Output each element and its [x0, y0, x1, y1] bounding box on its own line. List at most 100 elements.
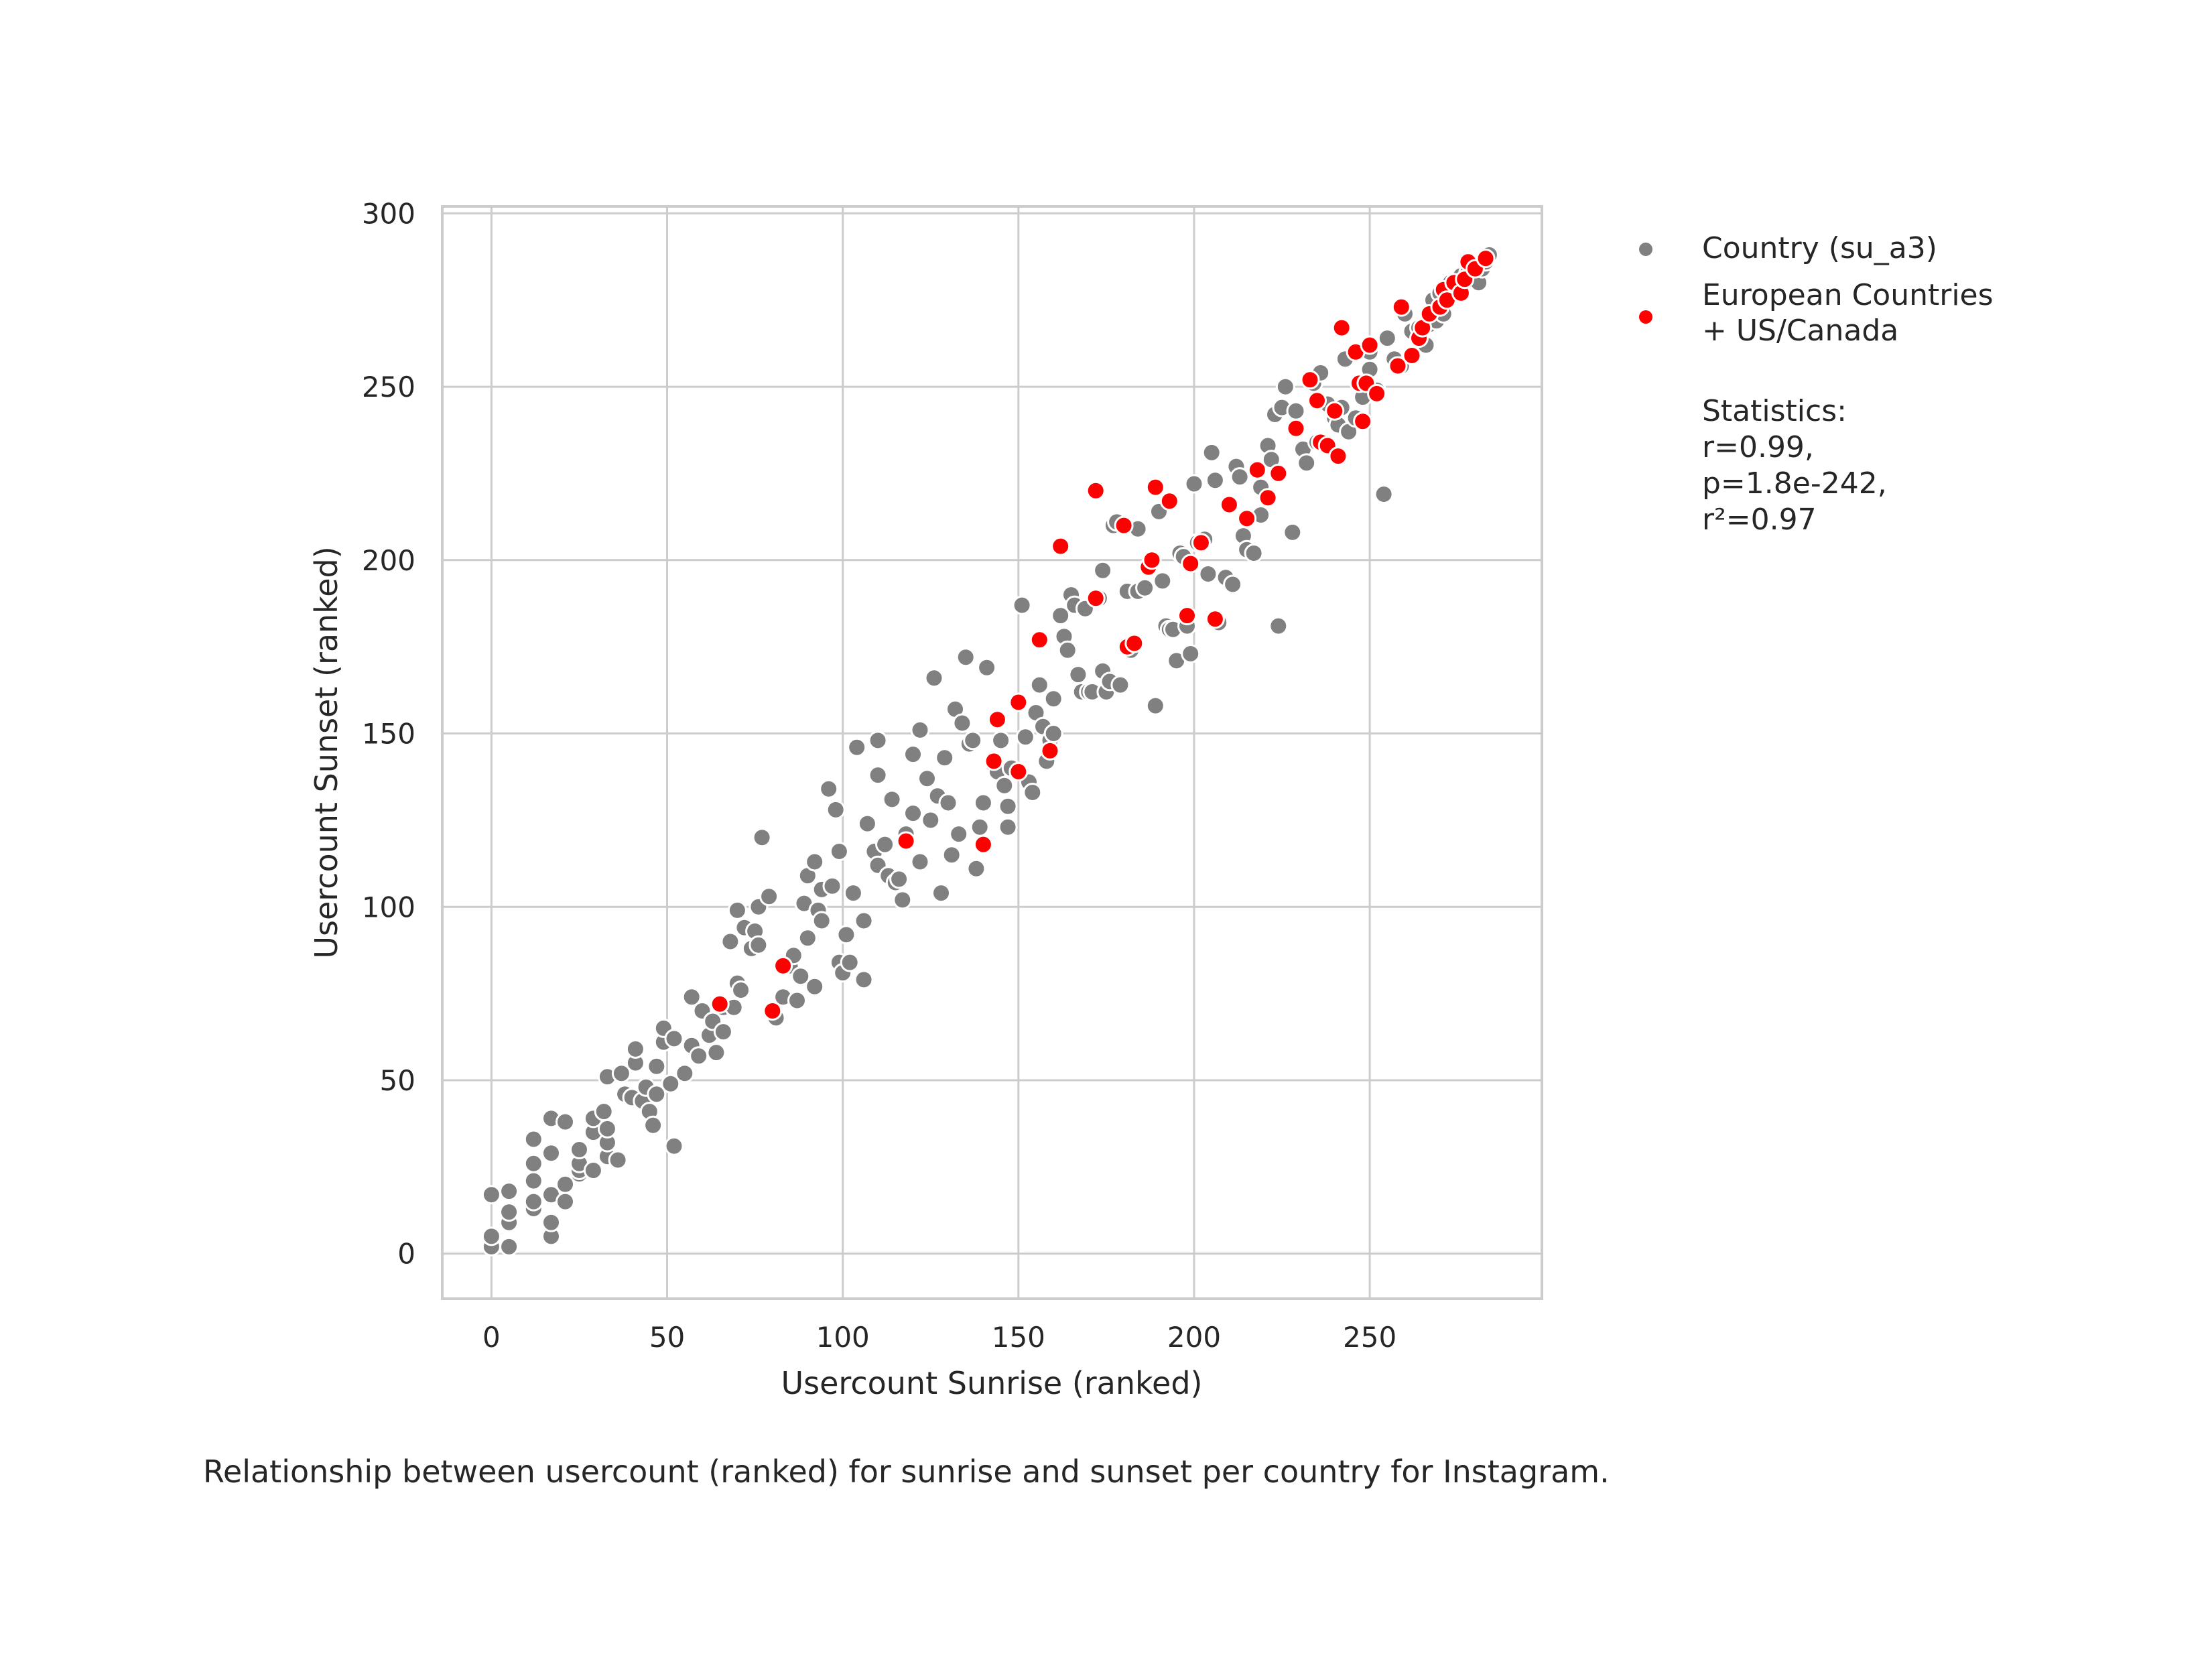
country-point: [935, 748, 955, 768]
country-point: [1297, 453, 1317, 473]
legend-marker-european: [1639, 310, 1652, 324]
country-point: [811, 911, 832, 931]
statistics-r2: r²=0.97: [1702, 503, 1817, 537]
european-point: [773, 956, 793, 976]
plot-frame: [441, 205, 1543, 1300]
figure-caption: Relationship between usercount (ranked) …: [203, 1454, 1610, 1490]
european-point: [1145, 477, 1165, 497]
legend-label-line: + US/Canada: [1702, 314, 1898, 348]
country-point: [664, 1029, 684, 1049]
country-point: [854, 970, 874, 990]
european-point: [1286, 418, 1306, 438]
country-point: [921, 810, 941, 830]
european-point: [1247, 460, 1267, 480]
country-point: [1205, 470, 1225, 491]
european-point: [1331, 318, 1352, 338]
legend: Country (su_a3) European Countries + US/C…: [1639, 231, 1994, 537]
y-tick-label: 300: [362, 197, 415, 230]
country-point: [882, 789, 902, 810]
country-point: [1181, 644, 1201, 663]
country-point: [727, 900, 747, 920]
european-point: [710, 994, 730, 1014]
country-point: [924, 668, 944, 688]
country-point: [499, 1181, 519, 1202]
european-point: [1476, 249, 1496, 269]
country-point: [868, 730, 888, 751]
country-point: [836, 925, 856, 945]
european-point: [1300, 370, 1320, 390]
country-point: [689, 1046, 709, 1066]
country-point: [661, 1074, 681, 1094]
country-point: [840, 952, 860, 972]
x-tick-label: 100: [816, 1321, 870, 1354]
country-point: [1110, 675, 1130, 695]
country-point: [857, 814, 877, 834]
european-point: [1142, 550, 1162, 570]
series-0: [481, 245, 1499, 1256]
y-axis-label: Usercount Sunset (ranked): [308, 546, 344, 958]
country-point: [1012, 595, 1032, 615]
y-tick-label: 200: [362, 544, 415, 577]
country-point: [1286, 401, 1306, 421]
legend-label-line: European Countries: [1702, 278, 1994, 312]
country-point: [625, 1039, 645, 1059]
european-point: [1219, 495, 1239, 515]
country-point: [1093, 560, 1113, 580]
country-point: [752, 828, 772, 848]
country-point: [787, 990, 807, 1011]
european-point: [1009, 762, 1029, 781]
y-tick-label: 50: [380, 1064, 415, 1097]
x-tick-label: 50: [649, 1321, 685, 1354]
series-1: [710, 249, 1496, 1021]
european-point: [1258, 488, 1278, 508]
european-point: [1402, 346, 1422, 365]
country-point: [1230, 467, 1250, 487]
country-point: [664, 1136, 684, 1156]
european-point: [763, 1001, 783, 1021]
country-point: [1135, 578, 1155, 598]
country-point: [523, 1191, 543, 1212]
y-axis-ticks: 0 50 100 150 200 250 300: [362, 197, 415, 1270]
country-point: [1377, 328, 1397, 348]
country-point: [941, 845, 962, 865]
country-point: [1275, 377, 1295, 397]
country-point: [583, 1161, 603, 1180]
european-point: [896, 831, 916, 851]
country-point: [970, 817, 990, 837]
country-point: [594, 1102, 614, 1122]
x-tick-label: 150: [992, 1321, 1045, 1354]
country-point: [998, 817, 1018, 837]
european-point: [1181, 554, 1201, 574]
european-point: [1307, 391, 1327, 411]
european-point: [1086, 588, 1106, 608]
legend-label-country: Country (su_a3): [1702, 231, 1937, 265]
country-point: [1145, 696, 1165, 716]
european-point: [1353, 411, 1373, 432]
country-point: [952, 713, 972, 733]
country-point: [998, 796, 1018, 816]
european-point: [1391, 297, 1411, 317]
statistics-header: Statistics:: [1702, 394, 1847, 428]
country-point: [949, 824, 969, 844]
country-point: [481, 1185, 501, 1205]
country-point: [843, 883, 863, 903]
country-point: [917, 769, 937, 789]
country-point: [523, 1171, 543, 1191]
country-point: [847, 737, 867, 757]
country-point: [611, 1063, 631, 1084]
country-point: [791, 966, 811, 986]
european-point: [1360, 335, 1380, 355]
country-point: [819, 779, 839, 799]
country-point: [977, 657, 997, 678]
european-point: [1367, 383, 1387, 403]
country-point: [1184, 474, 1204, 494]
european-point: [987, 710, 1007, 730]
country-point: [829, 842, 849, 861]
country-point: [675, 1063, 695, 1084]
european-point: [1114, 515, 1134, 535]
european-point: [1237, 509, 1257, 529]
country-point: [1043, 689, 1063, 709]
data-points: [481, 245, 1499, 1256]
country-point: [966, 858, 986, 879]
